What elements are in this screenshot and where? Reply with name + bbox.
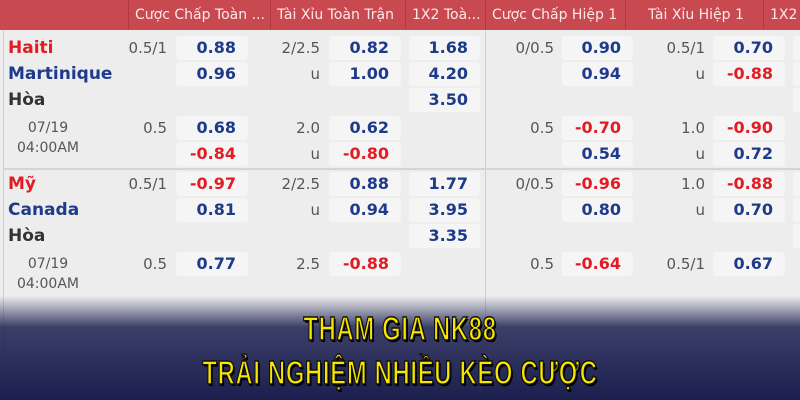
odds-table-header: Cược Chấp Toàn ... Tài Xỉu Toàn Trận 1X2… xyxy=(0,0,800,30)
match-time: 04:00AM xyxy=(16,276,79,292)
away-team: Canada xyxy=(8,200,80,220)
odds-button[interactable]: 0.90 xyxy=(562,36,633,60)
odds-button-1x2[interactable]: 1.77 xyxy=(409,172,480,196)
home-team: Haiti xyxy=(8,38,54,58)
odds-line: u xyxy=(695,65,705,83)
banner-line-1: THAM GIA NK88 xyxy=(303,309,497,348)
odds-button-1x2[interactable]: 1.68 xyxy=(409,36,480,60)
odds-line: 0.5 xyxy=(530,255,554,273)
odds-line: 1.0 xyxy=(681,175,705,193)
odds-line: 0.5/1 xyxy=(128,39,167,57)
odds-button-1x2[interactable]: 3.35 xyxy=(409,224,480,248)
odds-line: 0/0.5 xyxy=(515,175,554,193)
odds-line: 2/2.5 xyxy=(281,175,320,193)
odds-button[interactable]: -0.88 xyxy=(713,172,785,196)
odds-line: 2.0 xyxy=(296,119,320,137)
banner-line-2: TRẢI NGHIỆM NHIỀU KÈO CƯỢC xyxy=(202,353,598,392)
odds-button[interactable]: -0.80 xyxy=(329,142,401,166)
odds-button[interactable]: -0.88 xyxy=(713,62,785,86)
odds-button[interactable]: 0.70 xyxy=(713,198,785,222)
away-team: Martinique xyxy=(8,64,113,84)
odds-line: 0.5/1 xyxy=(128,175,167,193)
odds-line: 1.0 xyxy=(681,119,705,137)
odds-button[interactable]: 0.72 xyxy=(713,142,785,166)
odds-line: u xyxy=(310,201,320,219)
odds-button[interactable]: 0.70 xyxy=(713,36,785,60)
col-h1-1x2[interactable]: 1X2 xyxy=(763,0,800,30)
column-divider xyxy=(485,30,486,400)
odds-button[interactable]: 0.68 xyxy=(176,116,248,140)
odds-line: u xyxy=(310,65,320,83)
odds-button[interactable]: 0.96 xyxy=(176,62,248,86)
odds-button[interactable]: 0.94 xyxy=(329,198,401,222)
match-divider xyxy=(3,168,800,170)
match-date: 07/19 xyxy=(27,120,69,136)
draw-label: Hòa xyxy=(8,226,46,246)
odds-line: 0.5/1 xyxy=(666,255,705,273)
odds-button[interactable]: -0.90 xyxy=(713,116,785,140)
odds-button-h1-1x2[interactable] xyxy=(793,62,800,86)
odds-line: 2/2.5 xyxy=(281,39,320,57)
match-time: 04:00AM xyxy=(16,140,79,156)
odds-button[interactable]: -0.97 xyxy=(176,172,248,196)
odds-button[interactable]: 0.88 xyxy=(329,172,401,196)
odds-button[interactable]: 0.77 xyxy=(176,252,248,276)
odds-line: u xyxy=(695,145,705,163)
odds-line: u xyxy=(310,145,320,163)
home-team: Mỹ xyxy=(8,174,36,194)
odds-button-h1-1x2[interactable] xyxy=(793,36,800,60)
match-date: 07/19 xyxy=(27,256,69,272)
odds-button[interactable]: 0.82 xyxy=(329,36,401,60)
odds-button[interactable]: -0.64 xyxy=(562,252,633,276)
odds-line: 2.5 xyxy=(296,255,320,273)
banner-overlay xyxy=(0,296,800,400)
odds-line: 0/0.5 xyxy=(515,39,554,57)
odds-button[interactable]: -0.88 xyxy=(329,252,401,276)
col-h1-over-under[interactable]: Tài Xỉu Hiệp 1 xyxy=(625,0,763,30)
col-h1-handicap[interactable]: Cược Chấp Hiệp 1 xyxy=(485,0,625,30)
odds-button-1x2[interactable]: 3.50 xyxy=(409,88,480,112)
odds-button-h1-1x2[interactable] xyxy=(793,172,800,196)
odds-button-1x2[interactable]: 3.95 xyxy=(409,198,480,222)
odds-button[interactable]: 0.81 xyxy=(176,198,248,222)
odds-button-h1-1x2[interactable] xyxy=(793,88,800,112)
odds-line: 0.5 xyxy=(530,119,554,137)
odds-line: 0.5 xyxy=(143,119,167,137)
odds-line: u xyxy=(695,201,705,219)
odds-button[interactable]: 0.94 xyxy=(562,62,633,86)
odds-button[interactable]: 0.67 xyxy=(713,252,785,276)
odds-line: 0.5/1 xyxy=(666,39,705,57)
draw-label: Hòa xyxy=(8,90,46,110)
odds-button[interactable]: 0.88 xyxy=(176,36,248,60)
col-ft-over-under[interactable]: Tài Xỉu Toàn Trận xyxy=(270,0,405,30)
odds-line: 0.5 xyxy=(143,255,167,273)
odds-button[interactable]: -0.70 xyxy=(562,116,633,140)
odds-button[interactable]: 0.54 xyxy=(562,142,633,166)
odds-button-1x2[interactable]: 4.20 xyxy=(409,62,480,86)
odds-button[interactable]: -0.84 xyxy=(176,142,248,166)
odds-button-h1-1x2[interactable] xyxy=(793,198,800,222)
odds-button[interactable]: 1.00 xyxy=(329,62,401,86)
odds-button[interactable]: -0.96 xyxy=(562,172,633,196)
odds-button-h1-1x2[interactable] xyxy=(793,224,800,248)
col-ft-handicap[interactable]: Cược Chấp Toàn ... xyxy=(128,0,270,30)
col-ft-1x2[interactable]: 1X2 Toà... xyxy=(405,0,485,30)
odds-button[interactable]: 0.80 xyxy=(562,198,633,222)
odds-button[interactable]: 0.62 xyxy=(329,116,401,140)
